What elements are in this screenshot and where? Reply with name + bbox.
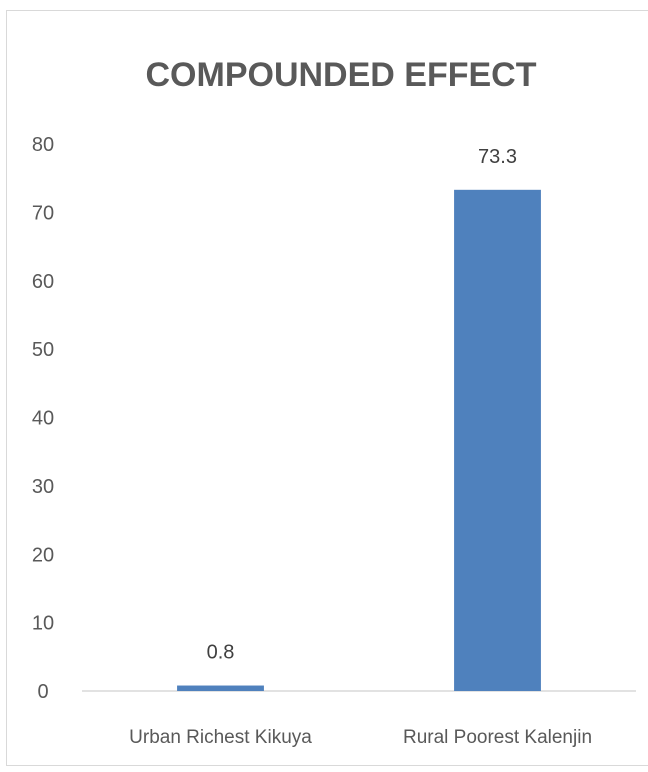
bars-group [177,189,541,691]
y-tick-label: 40 [32,408,54,430]
y-axis-tick-labels: 0 10 20 30 40 50 60 70 80 [32,134,54,703]
y-tick-label: 20 [32,544,54,566]
y-tick-label: 60 [32,271,54,293]
chart-frame [6,10,648,766]
data-labels-group: 0.8 73.3 [207,146,517,664]
y-tick-label: 70 [32,202,54,224]
y-tick-label: 80 [32,134,54,156]
category-label: Urban Richest Kikuya [129,727,312,748]
bar [177,685,264,691]
category-label: Rural Poorest Kalenjin [403,727,592,748]
data-label: 73.3 [478,146,517,168]
chart-title: COMPOUNDED EFFECT [146,56,537,94]
category-labels-group: Urban Richest Kikuya Rural Poorest Kalenj… [129,727,592,748]
data-label: 0.8 [207,642,235,664]
y-tick-label: 10 [32,613,54,635]
y-tick-label: 50 [32,339,54,361]
y-tick-label: 30 [32,476,54,498]
bar [454,189,541,691]
y-tick-label: 0 [37,681,48,703]
